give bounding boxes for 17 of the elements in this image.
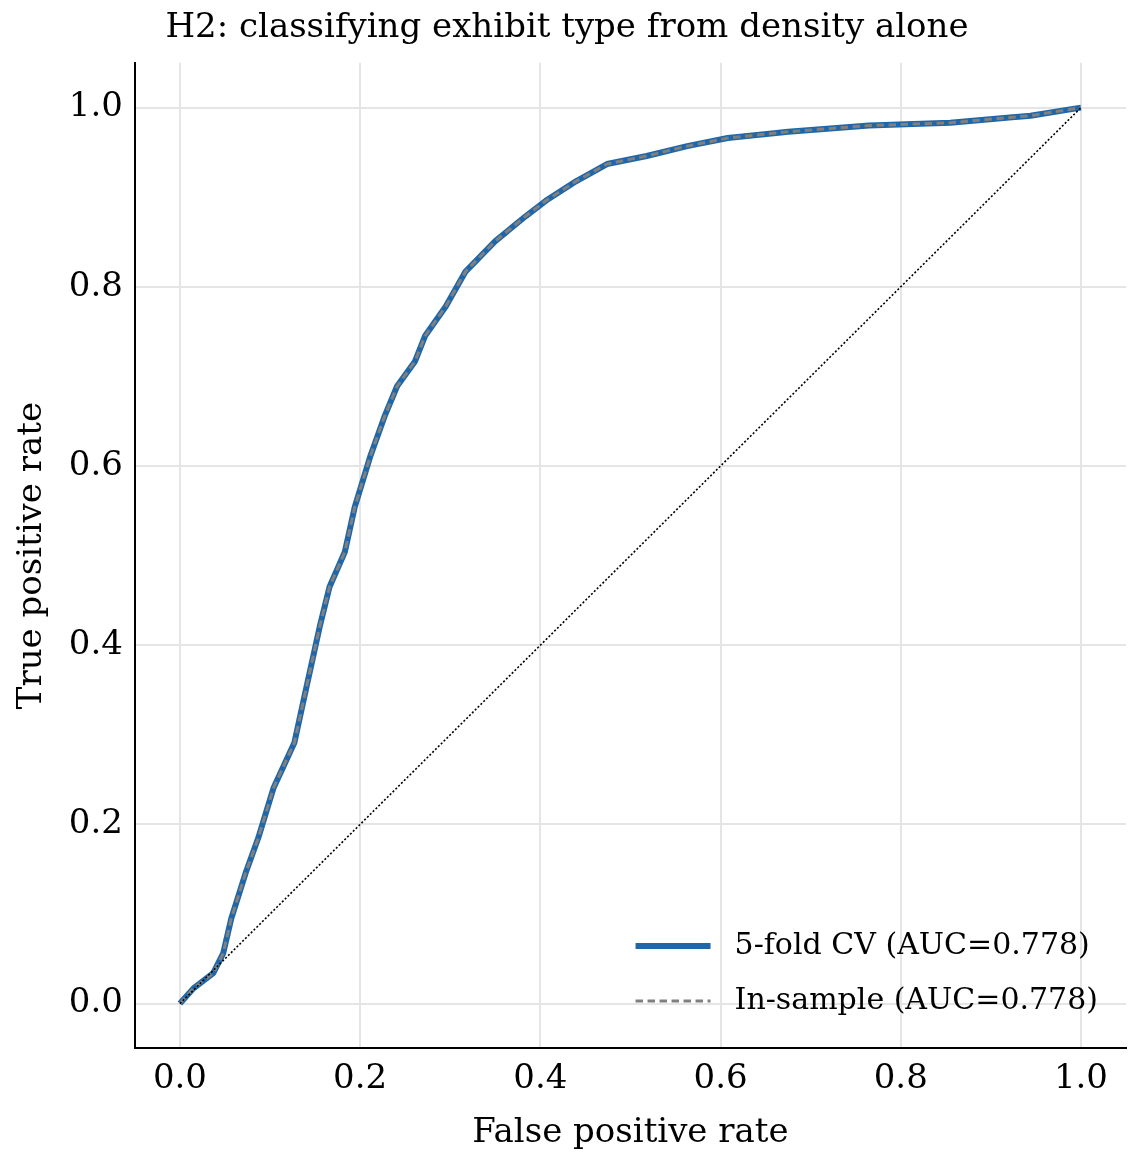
legend-label: In-sample (AUC=0.778): [734, 980, 1099, 1016]
x-tick-label: 0.0: [152, 1055, 207, 1096]
y-tick-label: 0.0: [68, 980, 123, 1021]
x-tick-label: 0.4: [513, 1055, 568, 1096]
chart-title: H2: classifying exhibit type from density alone: [165, 5, 969, 46]
x-tick-label: 0.2: [333, 1055, 388, 1096]
x-axis-title: False positive rate: [472, 1110, 789, 1151]
y-axis-title: True positive rate: [9, 401, 50, 710]
y-tick-label: 0.6: [68, 442, 123, 483]
x-tick-label: 0.8: [873, 1055, 928, 1096]
y-tick-label: 0.2: [68, 801, 123, 842]
y-tick-label: 1.0: [68, 84, 123, 125]
legend-label: 5-fold CV (AUC=0.778): [734, 925, 1090, 961]
x-tick-label: 0.6: [693, 1055, 748, 1096]
y-tick-label: 0.4: [68, 622, 123, 663]
y-tick-label: 0.8: [68, 263, 123, 304]
x-tick-label: 1.0: [1053, 1055, 1108, 1096]
